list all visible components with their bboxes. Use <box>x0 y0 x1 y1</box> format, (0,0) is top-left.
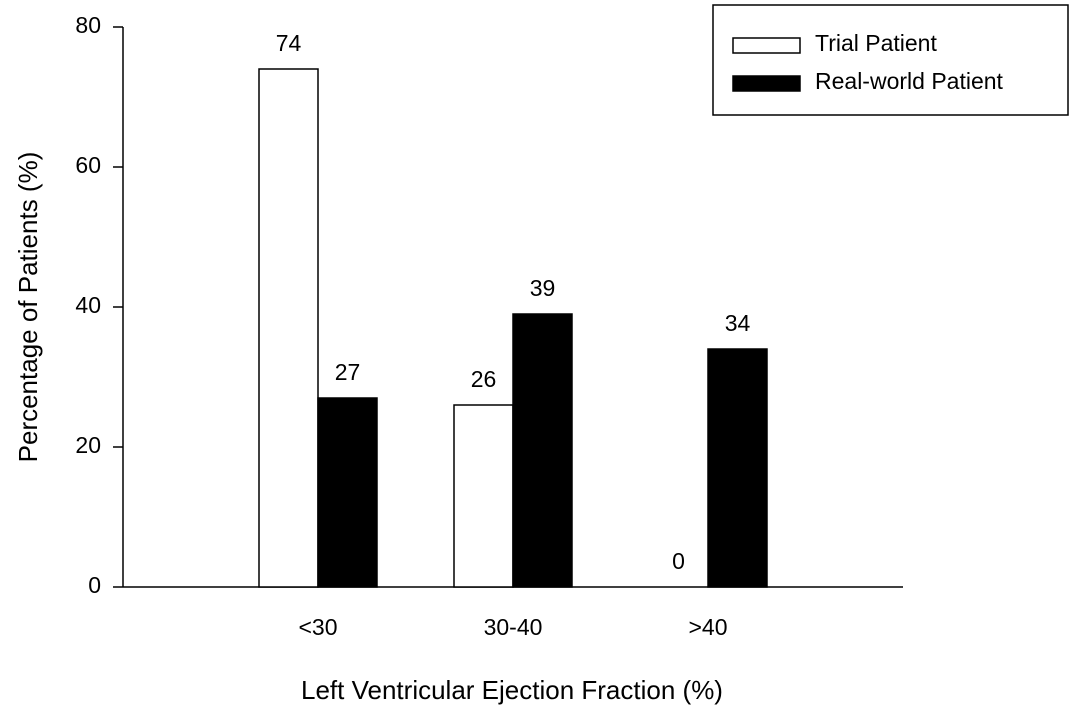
legend-swatch <box>732 75 801 92</box>
x-tick-label: <30 <box>298 614 337 640</box>
data-label: 34 <box>725 310 751 336</box>
bar <box>512 313 573 588</box>
y-tick-label: 20 <box>75 432 101 458</box>
data-label: 0 <box>672 548 685 574</box>
y-tick-label: 60 <box>75 152 101 178</box>
y-axis-label: Percentage of Patients (%) <box>13 152 43 463</box>
data-label: 39 <box>530 275 556 301</box>
legend-label: Real-world Patient <box>815 68 1004 94</box>
bar <box>707 348 768 588</box>
y-tick-label: 0 <box>88 572 101 598</box>
x-tick-label: 30-40 <box>484 614 543 640</box>
data-label: 27 <box>335 359 361 385</box>
legend-swatch <box>732 37 801 54</box>
legend-box <box>712 4 1069 116</box>
bar <box>317 397 378 588</box>
bar <box>453 404 514 588</box>
x-tick-label: >40 <box>688 614 727 640</box>
y-tick-label: 40 <box>75 292 101 318</box>
legend-label: Trial Patient <box>815 30 937 56</box>
y-tick-label: 80 <box>75 12 101 38</box>
data-label: 26 <box>471 366 497 392</box>
bar <box>258 68 319 588</box>
data-label: 74 <box>276 30 302 56</box>
x-axis-label: Left Ventricular Ejection Fraction (%) <box>301 675 723 705</box>
